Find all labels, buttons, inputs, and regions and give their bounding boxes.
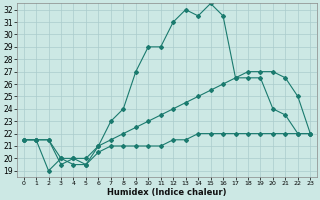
X-axis label: Humidex (Indice chaleur): Humidex (Indice chaleur)	[107, 188, 227, 197]
